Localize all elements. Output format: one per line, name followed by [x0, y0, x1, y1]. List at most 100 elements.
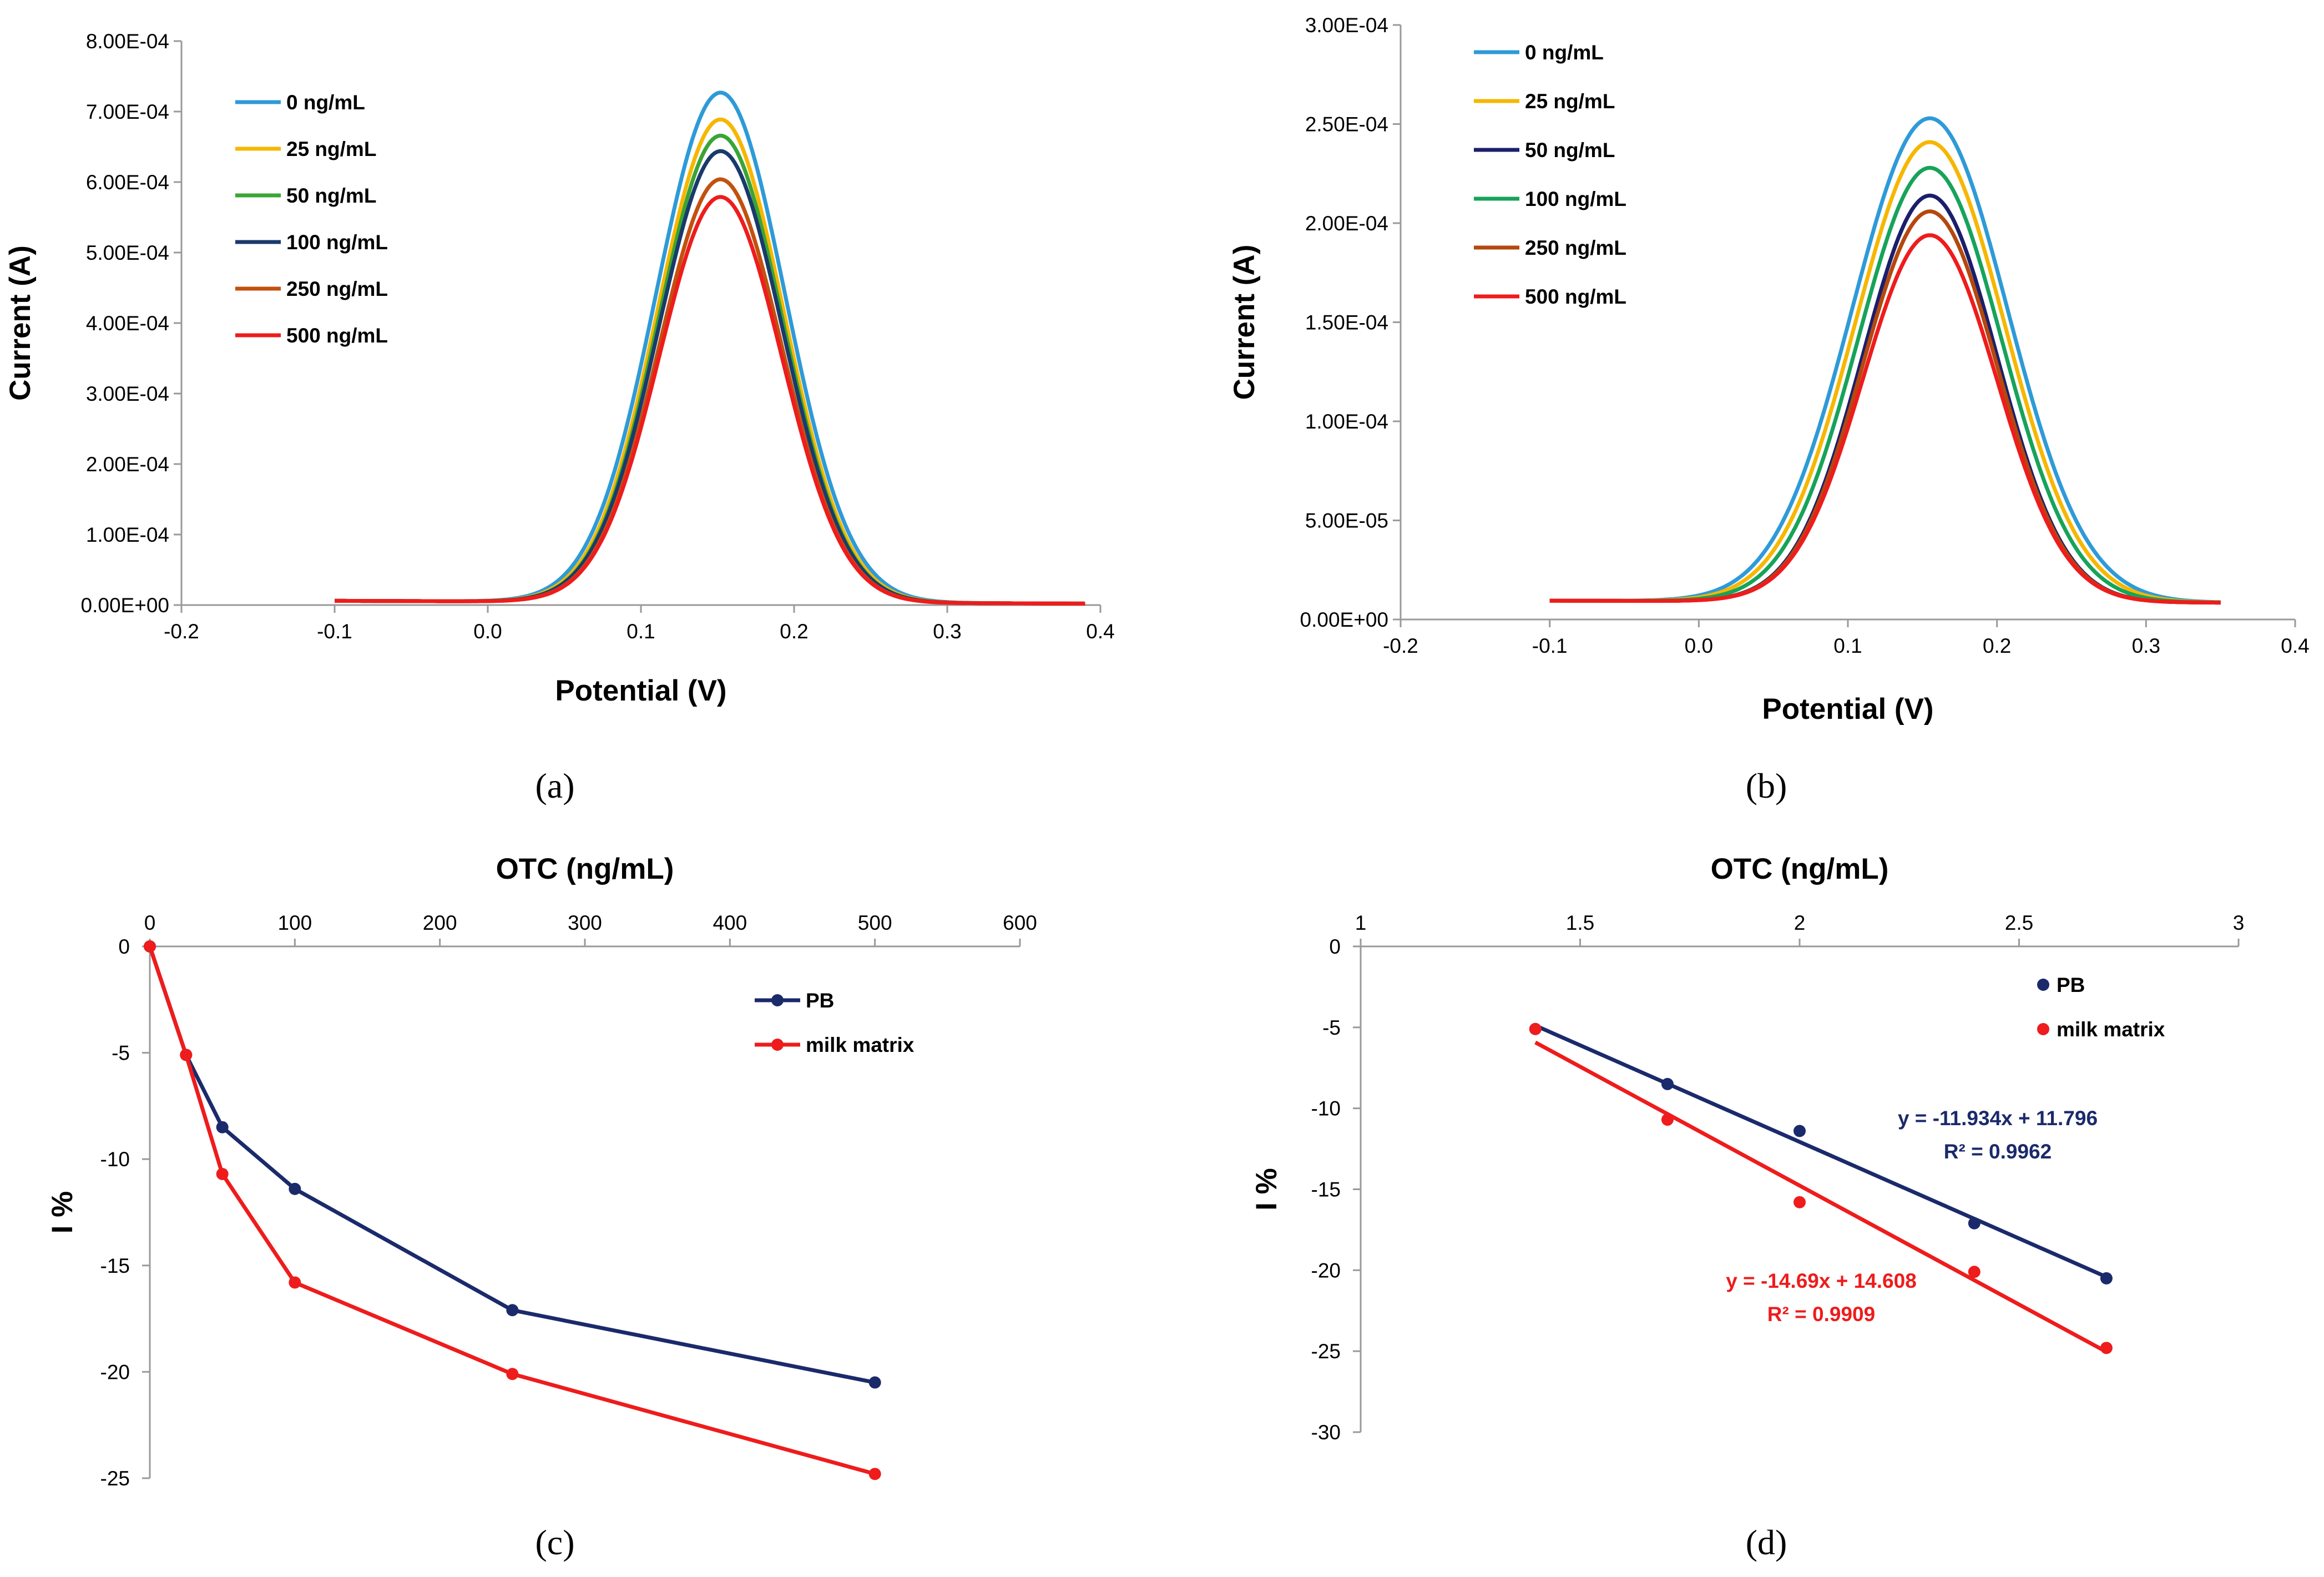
data-point-milk-matrix: [868, 1468, 881, 1480]
y-tick-label: 6.00E-04: [86, 171, 169, 194]
legend-label: 0 ng/mL: [1525, 41, 1604, 64]
legend-marker: [2037, 1023, 2049, 1035]
y-tick-label: -5: [112, 1042, 130, 1065]
y-tick-label: 2.00E-04: [1305, 212, 1388, 235]
series-line-0-ng-ml: [335, 90, 1085, 606]
chart-a: 0.00E+00 1.00E-04 2.00E-04 3.00E-04 4.00E-04…: [4, 30, 1115, 707]
y-tick-label: 3.00E-04: [86, 382, 169, 405]
legend-marker: [2037, 979, 2049, 991]
y-tick-label: -20: [1311, 1259, 1341, 1282]
y-tick-label: -5: [1322, 1016, 1341, 1039]
x-tick-label: -0.2: [164, 620, 199, 643]
x-axis-label: Potential (V): [1762, 693, 1933, 725]
x-tick-label: 0.0: [1685, 634, 1713, 657]
data-point-milk-matrix: [506, 1368, 519, 1380]
legend-label: 500 ng/mL: [286, 324, 388, 347]
x-tick-label: 2.5: [2005, 911, 2033, 934]
x-tick-label: 0.4: [1086, 620, 1114, 643]
x-tick-label: 0: [144, 911, 156, 934]
chart-c: 0 -5 -10 -15 -20 -25 0 100 200 300 400 500 600 OTC (n…: [46, 853, 1037, 1490]
panel-label-a: (a): [535, 766, 574, 805]
data-point-pb: [1968, 1217, 1981, 1230]
fit-r2-pb: R² = 0.9962: [1944, 1140, 2052, 1163]
x-axis-label: OTC (ng/mL): [496, 853, 674, 885]
series-line-500-ng-ml: [1549, 233, 2221, 605]
x-tick-label: -0.1: [1532, 634, 1568, 657]
x-tick-label: 100: [277, 911, 312, 934]
data-point-milk-matrix: [2100, 1342, 2113, 1354]
data-point-pb: [2100, 1272, 2113, 1284]
fit-r2-milk-matrix: R² = 0.9909: [1767, 1303, 1875, 1326]
legend-label: 25 ng/mL: [1525, 90, 1615, 113]
y-axis-label: Current (A): [4, 245, 37, 401]
legend-marker: [771, 994, 784, 1006]
chart-d: 0 -5 -10 -15 -20 -25 -30 1 1.5 2 2.5 3 OTC (ng/mL) I …: [1250, 853, 2244, 1444]
x-tick-label: 0.4: [2281, 634, 2309, 657]
data-point-milk-matrix: [289, 1276, 301, 1289]
y-tick-label: 0.00E+00: [1300, 608, 1388, 631]
panel-label-c: (c): [535, 1523, 574, 1562]
legend-label: 50 ng/mL: [286, 184, 376, 207]
series-line-100-ng-ml: [1549, 165, 2221, 604]
x-tick-label: 400: [713, 911, 747, 934]
x-tick-label: 0.2: [780, 620, 808, 643]
x-tick-label: 1.5: [1566, 911, 1594, 934]
data-point-milk-matrix: [180, 1049, 193, 1061]
x-tick-label: 300: [568, 911, 602, 934]
y-tick-label: 2.00E-04: [86, 453, 169, 476]
legend-label: milk matrix: [2057, 1018, 2165, 1041]
x-tick-label: 0.2: [1983, 634, 2011, 657]
series-line-25-ng-ml: [335, 117, 1085, 606]
y-tick-label: -15: [1311, 1178, 1341, 1201]
data-point-milk-matrix: [1529, 1022, 1542, 1035]
panel-label-b: (b): [1746, 766, 1787, 805]
data-point-pb: [506, 1304, 519, 1317]
x-tick-label: 500: [858, 911, 892, 934]
x-tick-label: 1: [1355, 911, 1367, 934]
data-point-milk-matrix: [1968, 1266, 1981, 1278]
legend-label: PB: [2057, 974, 2085, 996]
y-tick-label: -10: [100, 1148, 130, 1171]
legend-label: 100 ng/mL: [1525, 188, 1626, 210]
legend-label: 100 ng/mL: [286, 231, 388, 254]
y-tick-label: -30: [1311, 1421, 1341, 1444]
x-tick-label: -0.1: [317, 620, 352, 643]
data-point-pb: [868, 1376, 881, 1389]
y-tick-label: 4.00E-04: [86, 312, 169, 335]
series-line-500-ng-ml: [335, 195, 1085, 606]
y-tick-label: 5.00E-05: [1305, 510, 1388, 532]
y-tick-label: 3.00E-04: [1305, 14, 1388, 37]
legend-marker: [771, 1039, 784, 1051]
legend-label: 0 ng/mL: [286, 91, 365, 114]
y-tick-label: -20: [100, 1361, 130, 1383]
legend-label: 250 ng/mL: [286, 278, 388, 300]
legend-label: 250 ng/mL: [1525, 236, 1626, 259]
y-tick-label: -15: [100, 1254, 130, 1277]
chart-b: 0.00E+00 5.00E-05 1.00E-04 1.50E-04 2.00E-04…: [1228, 14, 2310, 725]
data-point-pb: [216, 1121, 229, 1133]
x-tick-label: 200: [423, 911, 457, 934]
x-tick-label: 0.0: [473, 620, 502, 643]
y-axis-label: I %: [1250, 1168, 1283, 1211]
y-tick-label: -25: [100, 1467, 130, 1490]
y-tick-label: 8.00E-04: [86, 30, 169, 53]
y-tick-label: 0.00E+00: [81, 594, 169, 617]
x-tick-label: 0.1: [1833, 634, 1862, 657]
y-axis-label: Current (A): [1228, 245, 1261, 400]
data-point-pb: [289, 1182, 301, 1195]
legend-label: 50 ng/mL: [1525, 139, 1615, 162]
y-tick-label: 0: [118, 935, 130, 958]
x-tick-label: -0.2: [1383, 634, 1418, 657]
x-tick-label: 3: [2233, 911, 2245, 934]
x-tick-label: 600: [1003, 911, 1037, 934]
legend-label: milk matrix: [806, 1034, 915, 1056]
y-tick-label: 2.50E-04: [1305, 113, 1388, 136]
y-tick-label: -10: [1311, 1097, 1341, 1120]
x-axis-label: OTC (ng/mL): [1711, 853, 1889, 885]
y-tick-label: 1.00E-04: [86, 523, 169, 546]
series-line-0-ng-ml: [1549, 116, 2221, 604]
series-line-50-ng-ml: [1549, 193, 2221, 605]
panel-label-d: (d): [1746, 1523, 1787, 1562]
series-line-100-ng-ml: [335, 149, 1085, 606]
x-tick-label: 0.3: [933, 620, 961, 643]
